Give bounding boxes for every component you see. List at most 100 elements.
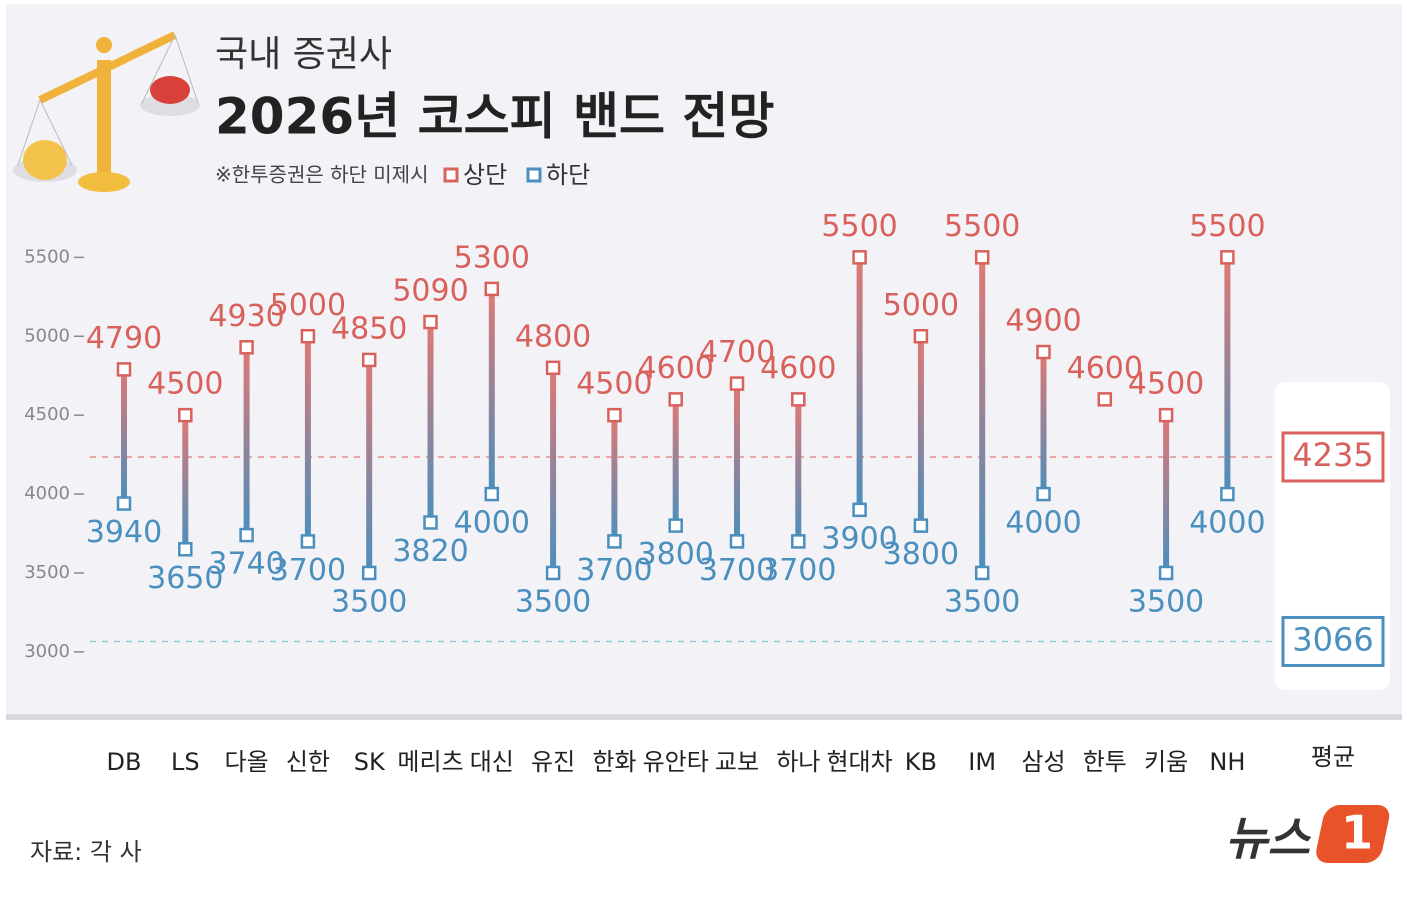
upper-marker	[116, 362, 132, 377]
lower-marker	[116, 496, 132, 511]
x-tick-label: NH	[1209, 748, 1245, 776]
lower-label: 3820	[392, 534, 468, 569]
lower-marker	[361, 565, 377, 581]
upper-marker	[607, 407, 622, 423]
y-tick-label: 5000	[24, 325, 70, 346]
range-bar	[672, 399, 679, 526]
upper-label: 4600	[1067, 351, 1143, 386]
lower-marker	[607, 534, 622, 549]
upper-label: 5000	[883, 288, 959, 323]
upper-marker	[729, 376, 745, 391]
lower-label: 3940	[86, 515, 162, 550]
lower-label: 3500	[944, 584, 1020, 619]
lower-label: 3800	[638, 537, 714, 572]
lower-marker	[729, 534, 745, 549]
lower-marker	[239, 527, 254, 543]
x-tick-label: IM	[968, 748, 996, 776]
upper-label: 5500	[1189, 209, 1265, 244]
lower-label: 3500	[515, 584, 591, 619]
lower-label: 3650	[147, 561, 223, 596]
lower-marker	[423, 515, 438, 530]
x-tick-label: 유안타	[643, 748, 709, 776]
lower-label: 3900	[821, 521, 897, 556]
upper-marker	[1158, 407, 1174, 423]
x-tick-label: 유진	[531, 748, 575, 776]
range-bar	[856, 257, 863, 510]
upper-label: 4850	[331, 311, 407, 346]
x-tick-label: 삼성	[1021, 748, 1065, 776]
upper-marker	[423, 314, 438, 330]
lower-label: 3500	[1128, 584, 1204, 619]
logo-text: 뉴스	[1225, 812, 1311, 866]
upper-marker	[852, 250, 867, 265]
upper-marker	[913, 329, 929, 344]
lower-marker	[852, 502, 867, 518]
x-tick-label: 다올	[225, 748, 269, 776]
y-tick-label: 3500	[24, 562, 70, 583]
lower-marker	[545, 565, 561, 581]
y-tick-label: 5500	[24, 246, 70, 267]
chart-title: 2026년 코스피 밴드 전망	[215, 88, 774, 146]
upper-label: 4700	[699, 335, 775, 370]
range-bar	[550, 367, 557, 573]
upper-marker	[974, 250, 990, 265]
average-label: 3066	[1292, 620, 1373, 658]
range-bar	[917, 336, 924, 526]
lower-marker	[300, 534, 316, 549]
range-bar	[1040, 352, 1047, 495]
logo-box	[1316, 805, 1390, 863]
range-bar	[488, 288, 495, 495]
lower-marker	[1220, 486, 1235, 502]
x-tick-label: DB	[107, 748, 142, 776]
x-tick-label: LS	[171, 748, 200, 776]
lower-marker	[974, 565, 990, 581]
legend-label: 상단	[463, 161, 507, 189]
x-tick-label: 신한	[286, 748, 330, 776]
y-tick-label: 4000	[24, 483, 70, 504]
x-tick-label: 평균	[1311, 743, 1355, 771]
range-bar	[979, 257, 986, 573]
x-tick-label: 교보	[715, 748, 759, 776]
lower-label: 3700	[760, 553, 836, 588]
upper-marker	[300, 329, 316, 344]
x-tick-label: 현대차	[826, 748, 892, 776]
upper-marker	[484, 281, 500, 297]
upper-label: 4600	[638, 351, 714, 386]
range-bar	[304, 336, 311, 542]
legend-swatch	[443, 167, 459, 183]
lower-label: 4000	[1005, 506, 1081, 541]
lower-marker	[1036, 486, 1051, 502]
upper-marker	[1220, 250, 1235, 265]
upper-label: 5500	[821, 209, 897, 244]
upper-label: 4500	[147, 367, 223, 402]
range-bar	[121, 369, 127, 504]
subtitle: 국내 증권사	[215, 34, 392, 75]
x-tick-label: SK	[354, 748, 386, 776]
range-bar	[366, 359, 373, 573]
legend-swatch	[526, 167, 542, 183]
lower-marker	[1158, 565, 1174, 581]
range-bar	[1224, 257, 1231, 495]
lower-marker	[668, 518, 683, 533]
x-tick-label: 하나	[776, 748, 820, 776]
average-box	[1281, 615, 1385, 667]
upper-label: 4500	[1128, 367, 1204, 402]
lower-label: 3700	[576, 553, 652, 588]
lower-marker	[484, 486, 500, 502]
x-tick-label: KB	[905, 748, 937, 776]
upper-marker	[1036, 344, 1051, 360]
upper-label: 4600	[760, 351, 836, 386]
upper-label: 5000	[270, 288, 346, 323]
upper-marker	[791, 392, 806, 407]
upper-marker	[1097, 392, 1113, 407]
upper-label: 5500	[944, 209, 1020, 244]
upper-label: 4900	[1005, 304, 1081, 339]
range-bar	[734, 383, 740, 542]
upper-label: 4500	[576, 367, 652, 402]
upper-marker	[361, 352, 377, 368]
x-tick-label: 대신	[470, 748, 514, 776]
upper-marker	[545, 360, 561, 376]
range-bar	[243, 347, 250, 536]
